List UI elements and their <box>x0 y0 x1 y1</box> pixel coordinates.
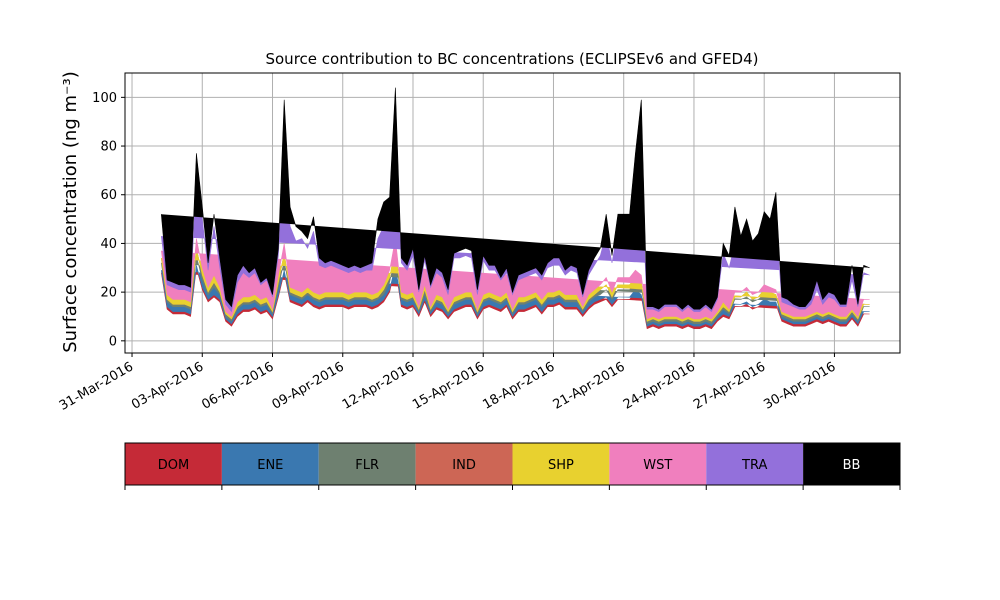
legend-swatch-ene <box>221 443 319 485</box>
legend-label-wst: WST <box>643 458 672 473</box>
y-tick-label: 80 <box>100 140 117 155</box>
x-tick-label: 09-Apr-2016 <box>270 359 347 412</box>
x-tick-label: 15-Apr-2016 <box>410 359 487 412</box>
legend-swatch-flr <box>318 443 416 485</box>
plot-frame <box>124 72 901 354</box>
legend-swatch-wst <box>609 443 707 485</box>
legend-swatch-tra <box>706 443 804 485</box>
stacked-areas <box>161 87 870 330</box>
y-tick-label: 0 <box>109 334 117 349</box>
legend-label-ind: IND <box>452 458 476 473</box>
y-tick-label: 100 <box>92 91 117 106</box>
legend-label-tra: TRA <box>741 458 767 473</box>
y-tick-label: 60 <box>100 188 117 203</box>
y-axis-label: Surface concentration (ng m⁻³) <box>60 71 81 353</box>
x-tick-label: 30-Apr-2016 <box>761 359 838 412</box>
x-tick-label: 31-Mar-2016 <box>57 359 136 413</box>
x-tick-label: 18-Apr-2016 <box>480 359 557 412</box>
legend-label-bb: BB <box>843 458 861 473</box>
area-series-bb <box>161 87 870 310</box>
x-tick-label: 06-Apr-2016 <box>199 359 276 412</box>
colorbar-legend: DOM ENE FLR IND SHP WST TRA BB <box>124 442 901 490</box>
x-tick-label: 21-Apr-2016 <box>551 359 628 412</box>
legend-swatch-bb <box>803 443 900 485</box>
legend-swatch-ind <box>415 443 513 485</box>
x-tick-label: 03-Apr-2016 <box>129 359 206 412</box>
y-tick-label: 20 <box>100 286 117 301</box>
legend-swatch-dom <box>125 443 222 485</box>
legend-label-ene: ENE <box>257 458 283 473</box>
legend-frame <box>124 442 901 486</box>
x-tick-label: 24-Apr-2016 <box>621 359 698 412</box>
x-tick-label: 12-Apr-2016 <box>340 359 417 412</box>
legend-label-shp: SHP <box>548 458 574 473</box>
x-axis: 31-Mar-201603-Apr-201606-Apr-201609-Apr-… <box>57 353 838 414</box>
y-tick-label: 40 <box>100 237 117 252</box>
x-tick-label: 27-Apr-2016 <box>691 359 768 412</box>
chart-title: Source contribution to BC concentrations… <box>265 50 758 68</box>
legend-swatch-shp <box>512 443 610 485</box>
y-axis: 0 20 40 60 80 100 <box>92 91 125 349</box>
legend-label-flr: FLR <box>355 458 379 473</box>
legend-label-dom: DOM <box>158 458 189 473</box>
